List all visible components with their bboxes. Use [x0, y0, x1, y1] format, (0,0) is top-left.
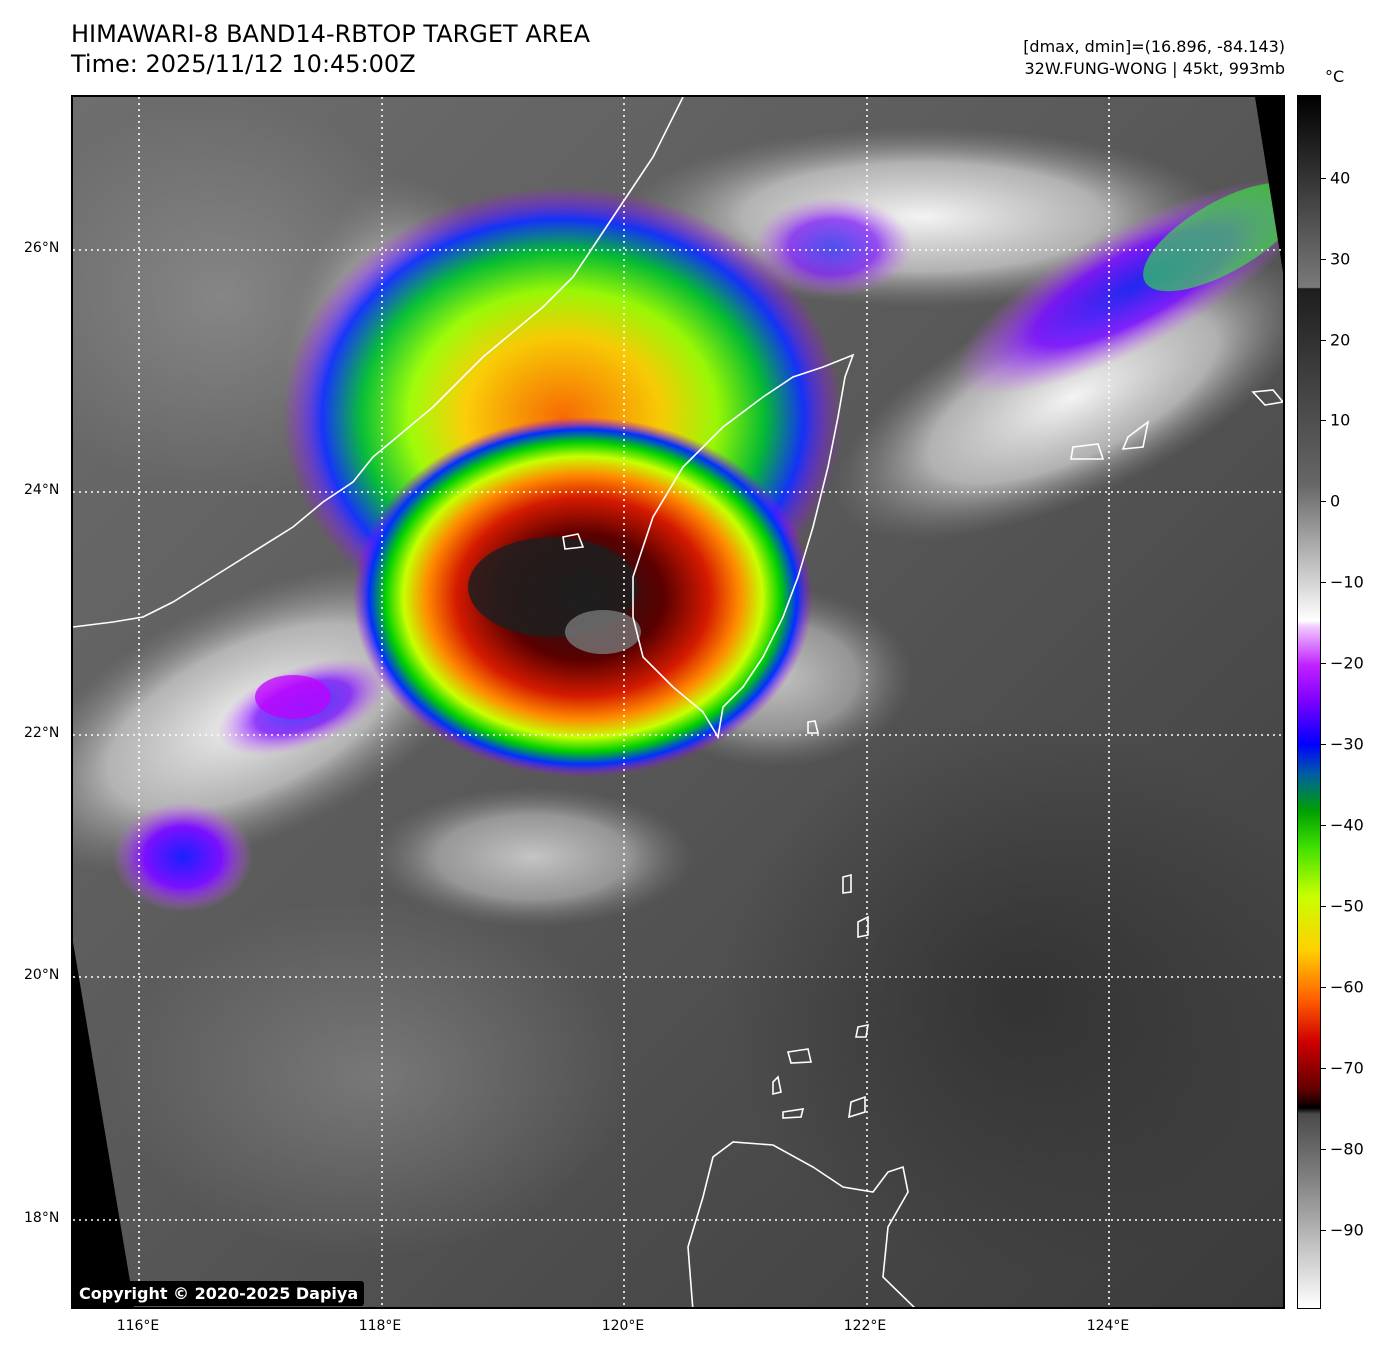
colorbar-tickmark [1321, 340, 1326, 341]
babuyan-island-1 [786, 1048, 812, 1064]
luzon-coast [687, 1141, 916, 1307]
chart-title: HIMAWARI-8 BAND14-RBTOP TARGET AREA [71, 20, 591, 48]
colorbar-tickmark [1321, 420, 1326, 421]
colorbar-tickmark [1321, 178, 1326, 179]
overshooting-top [565, 610, 641, 654]
china-coast [73, 97, 684, 628]
colorbar-tick-minus90: −90 [1330, 1220, 1364, 1240]
chart-time: Time: 2025/11/12 10:45:00Z [71, 50, 416, 78]
colorbar-tickmark [1321, 259, 1326, 260]
satellite-map [71, 95, 1285, 1309]
convection-ne-green [1143, 182, 1283, 292]
copyright-badge: Copyright © 2020-2025 Dapiya [73, 1281, 365, 1306]
satellite-imagery [73, 97, 1283, 1307]
colorbar-unit: °C [1325, 67, 1345, 86]
colorbar [1297, 95, 1321, 1309]
colorbar-tick-40: 40 [1330, 168, 1351, 188]
ryukyu-island-1 [1251, 389, 1283, 406]
ryukyu-island-3 [1121, 420, 1150, 450]
babuyan-island-5 [855, 1023, 869, 1038]
lat-label-26n: 26°N [24, 240, 60, 256]
no-data-ne [1255, 97, 1283, 272]
lon-label-118e: 118°E [358, 1318, 402, 1334]
lon-label-124e: 124°E [1086, 1318, 1130, 1334]
lon-label-120e: 120°E [601, 1318, 645, 1334]
babuyan-island-3 [782, 1108, 805, 1119]
no-data-sw [73, 942, 135, 1307]
colorbar-tickmark [1321, 744, 1326, 745]
colorbar-tick-minus20: −20 [1330, 653, 1364, 673]
colorbar-tick-0: 0 [1330, 491, 1341, 511]
colorbar-tick-minus80: −80 [1330, 1139, 1364, 1159]
colorbar-tickmark [1321, 1149, 1326, 1150]
lanyu-island [807, 720, 820, 734]
colorbar-tick-20: 20 [1330, 330, 1351, 350]
dark-ocean-region [723, 717, 1283, 1277]
lat-label-22n: 22°N [24, 725, 60, 741]
penghu-island [562, 533, 585, 550]
batanes-island-2 [857, 915, 869, 938]
lat-label-24n: 24°N [24, 482, 60, 498]
lon-label-116e: 116°E [116, 1318, 160, 1334]
light-gray-region [113, 897, 633, 1257]
lat-label-20n: 20°N [24, 967, 60, 983]
babuyan-island-4 [848, 1095, 866, 1119]
convection-sw [113, 802, 253, 912]
colorbar-tick-minus60: −60 [1330, 977, 1364, 997]
cloud-band-ne [833, 254, 1283, 540]
lon-label-122e: 122°E [843, 1318, 887, 1334]
data-range-label: [dmax, dmin]=(16.896, -84.143) [1023, 37, 1285, 56]
colorbar-tickmark [1321, 1230, 1326, 1231]
colorbar-tick-10: 10 [1330, 410, 1351, 430]
gridlines [73, 97, 1283, 1307]
colorbar-tickmark [1321, 906, 1326, 907]
colorbar-tickmark [1321, 582, 1326, 583]
taiwan-coast [632, 353, 855, 740]
colorbar-tick-minus30: −30 [1330, 734, 1364, 754]
colorbar-tickmark [1321, 501, 1326, 502]
colorbar-tickmark [1321, 825, 1326, 826]
colorbar-tickmark [1321, 987, 1326, 988]
ryukyu-island-2 [1070, 443, 1105, 460]
convection-w-core [255, 675, 331, 719]
colorbar-tick-minus10: −10 [1330, 572, 1364, 592]
colorbar-tickmark [1321, 663, 1326, 664]
batanes-island-1 [842, 873, 852, 894]
storm-info-label: 32W.FUNG-WONG | 45kt, 993mb [1024, 59, 1285, 78]
babuyan-island-2 [772, 1075, 782, 1096]
colorbar-tick-minus70: −70 [1330, 1058, 1364, 1078]
coastlines [73, 97, 1283, 1307]
colorbar-tick-minus50: −50 [1330, 896, 1364, 916]
colorbar-tick-30: 30 [1330, 249, 1351, 269]
colorbar-tickmark [1321, 1068, 1326, 1069]
lat-label-18n: 18°N [24, 1210, 60, 1226]
convection-n [753, 197, 913, 297]
cloud-south [373, 787, 693, 927]
colorbar-tick-minus40: −40 [1330, 815, 1364, 835]
